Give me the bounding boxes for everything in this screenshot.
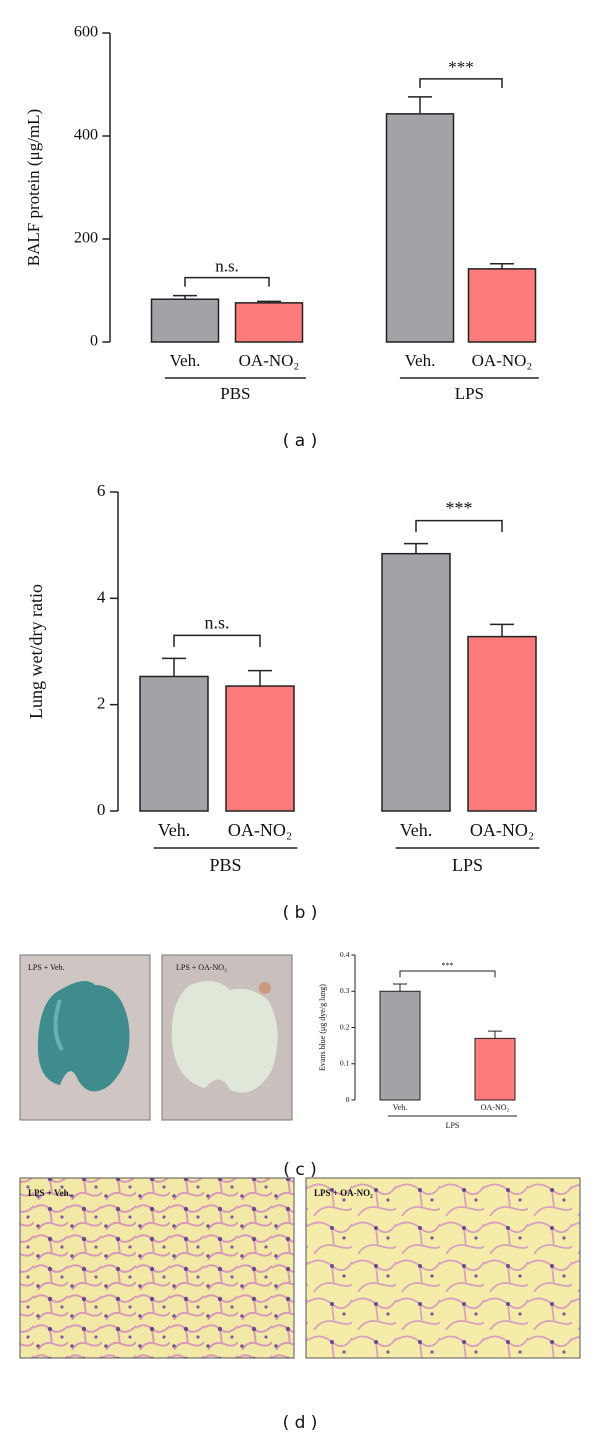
panel-label: ( a ) xyxy=(283,431,318,451)
bar xyxy=(150,298,220,343)
x-tick-label: Veh. xyxy=(400,820,433,840)
group-label: PBS xyxy=(209,855,241,875)
photo-label: LPS + Veh. xyxy=(28,1188,71,1198)
y-axis-label: Evans blue (μg dye/g lung) xyxy=(318,984,327,1071)
micrograph-oa xyxy=(305,1177,581,1359)
y-tick-label: 2 xyxy=(97,694,106,713)
photo-lung-veh xyxy=(19,954,151,1121)
group-label: LPS xyxy=(446,1121,460,1130)
photo-label: LPS + OA-NO₂ xyxy=(314,1188,373,1198)
panel-label: ( c ) xyxy=(283,1160,316,1180)
micrograph-veh xyxy=(19,1177,295,1359)
x-tick-label: Veh. xyxy=(158,820,191,840)
x-tick-label: OA-NO₂ xyxy=(472,351,533,370)
bar xyxy=(225,685,295,812)
x-tick-label: OA-NO₂ xyxy=(481,1103,510,1112)
y-tick-label: 0.2 xyxy=(340,1022,350,1031)
bar xyxy=(381,552,451,812)
bar xyxy=(379,990,421,1101)
significance-label: n.s. xyxy=(215,256,239,275)
bar xyxy=(234,302,304,343)
bar xyxy=(467,635,537,812)
x-tick-label: Veh. xyxy=(170,351,201,370)
bar xyxy=(139,675,209,812)
significance-label: *** xyxy=(448,58,474,77)
x-tick-label: Veh. xyxy=(405,351,436,370)
y-tick-label: 400 xyxy=(74,127,98,144)
group-label: LPS xyxy=(452,855,483,875)
y-tick-label: 6 xyxy=(97,481,106,500)
bar xyxy=(467,268,537,343)
y-tick-label: 0 xyxy=(90,333,98,350)
group-label: PBS xyxy=(220,384,250,403)
y-axis-label: BALF protein (μg/mL) xyxy=(24,109,43,266)
photo-lung-oa xyxy=(161,954,293,1121)
significance-bracket xyxy=(415,519,503,533)
y-tick-label: 0 xyxy=(346,1095,350,1104)
x-tick-label: Veh. xyxy=(393,1103,407,1112)
x-tick-label: OA-NO₂ xyxy=(239,351,300,370)
significance-bracket xyxy=(173,634,261,647)
significance-label: *** xyxy=(442,961,454,970)
y-tick-label: 0 xyxy=(97,800,106,819)
x-tick-label: OA-NO₂ xyxy=(470,820,534,840)
significance-bracket xyxy=(419,78,503,88)
bar xyxy=(385,113,455,343)
significance-label: *** xyxy=(446,498,473,518)
panel-label: ( b ) xyxy=(283,903,318,923)
y-tick-label: 0.1 xyxy=(340,1059,350,1068)
bar xyxy=(474,1037,516,1101)
photo-label: LPS + OA-NO₂ xyxy=(176,963,227,972)
group-label: LPS xyxy=(455,384,484,403)
y-tick-label: 0.4 xyxy=(340,950,350,959)
x-tick-label: OA-NO₂ xyxy=(228,820,292,840)
y-axis-label: Lung wet/dry ratio xyxy=(26,584,46,719)
y-tick-label: 200 xyxy=(74,230,98,247)
significance-label: n.s. xyxy=(204,613,229,633)
y-tick-label: 0.3 xyxy=(340,986,350,995)
y-tick-label: 600 xyxy=(74,24,98,41)
significance-bracket xyxy=(184,276,270,287)
panel-label: ( d ) xyxy=(283,1413,318,1433)
photo-label: LPS + Veh. xyxy=(28,963,65,972)
y-tick-label: 4 xyxy=(97,587,106,606)
significance-bracket xyxy=(399,970,496,978)
